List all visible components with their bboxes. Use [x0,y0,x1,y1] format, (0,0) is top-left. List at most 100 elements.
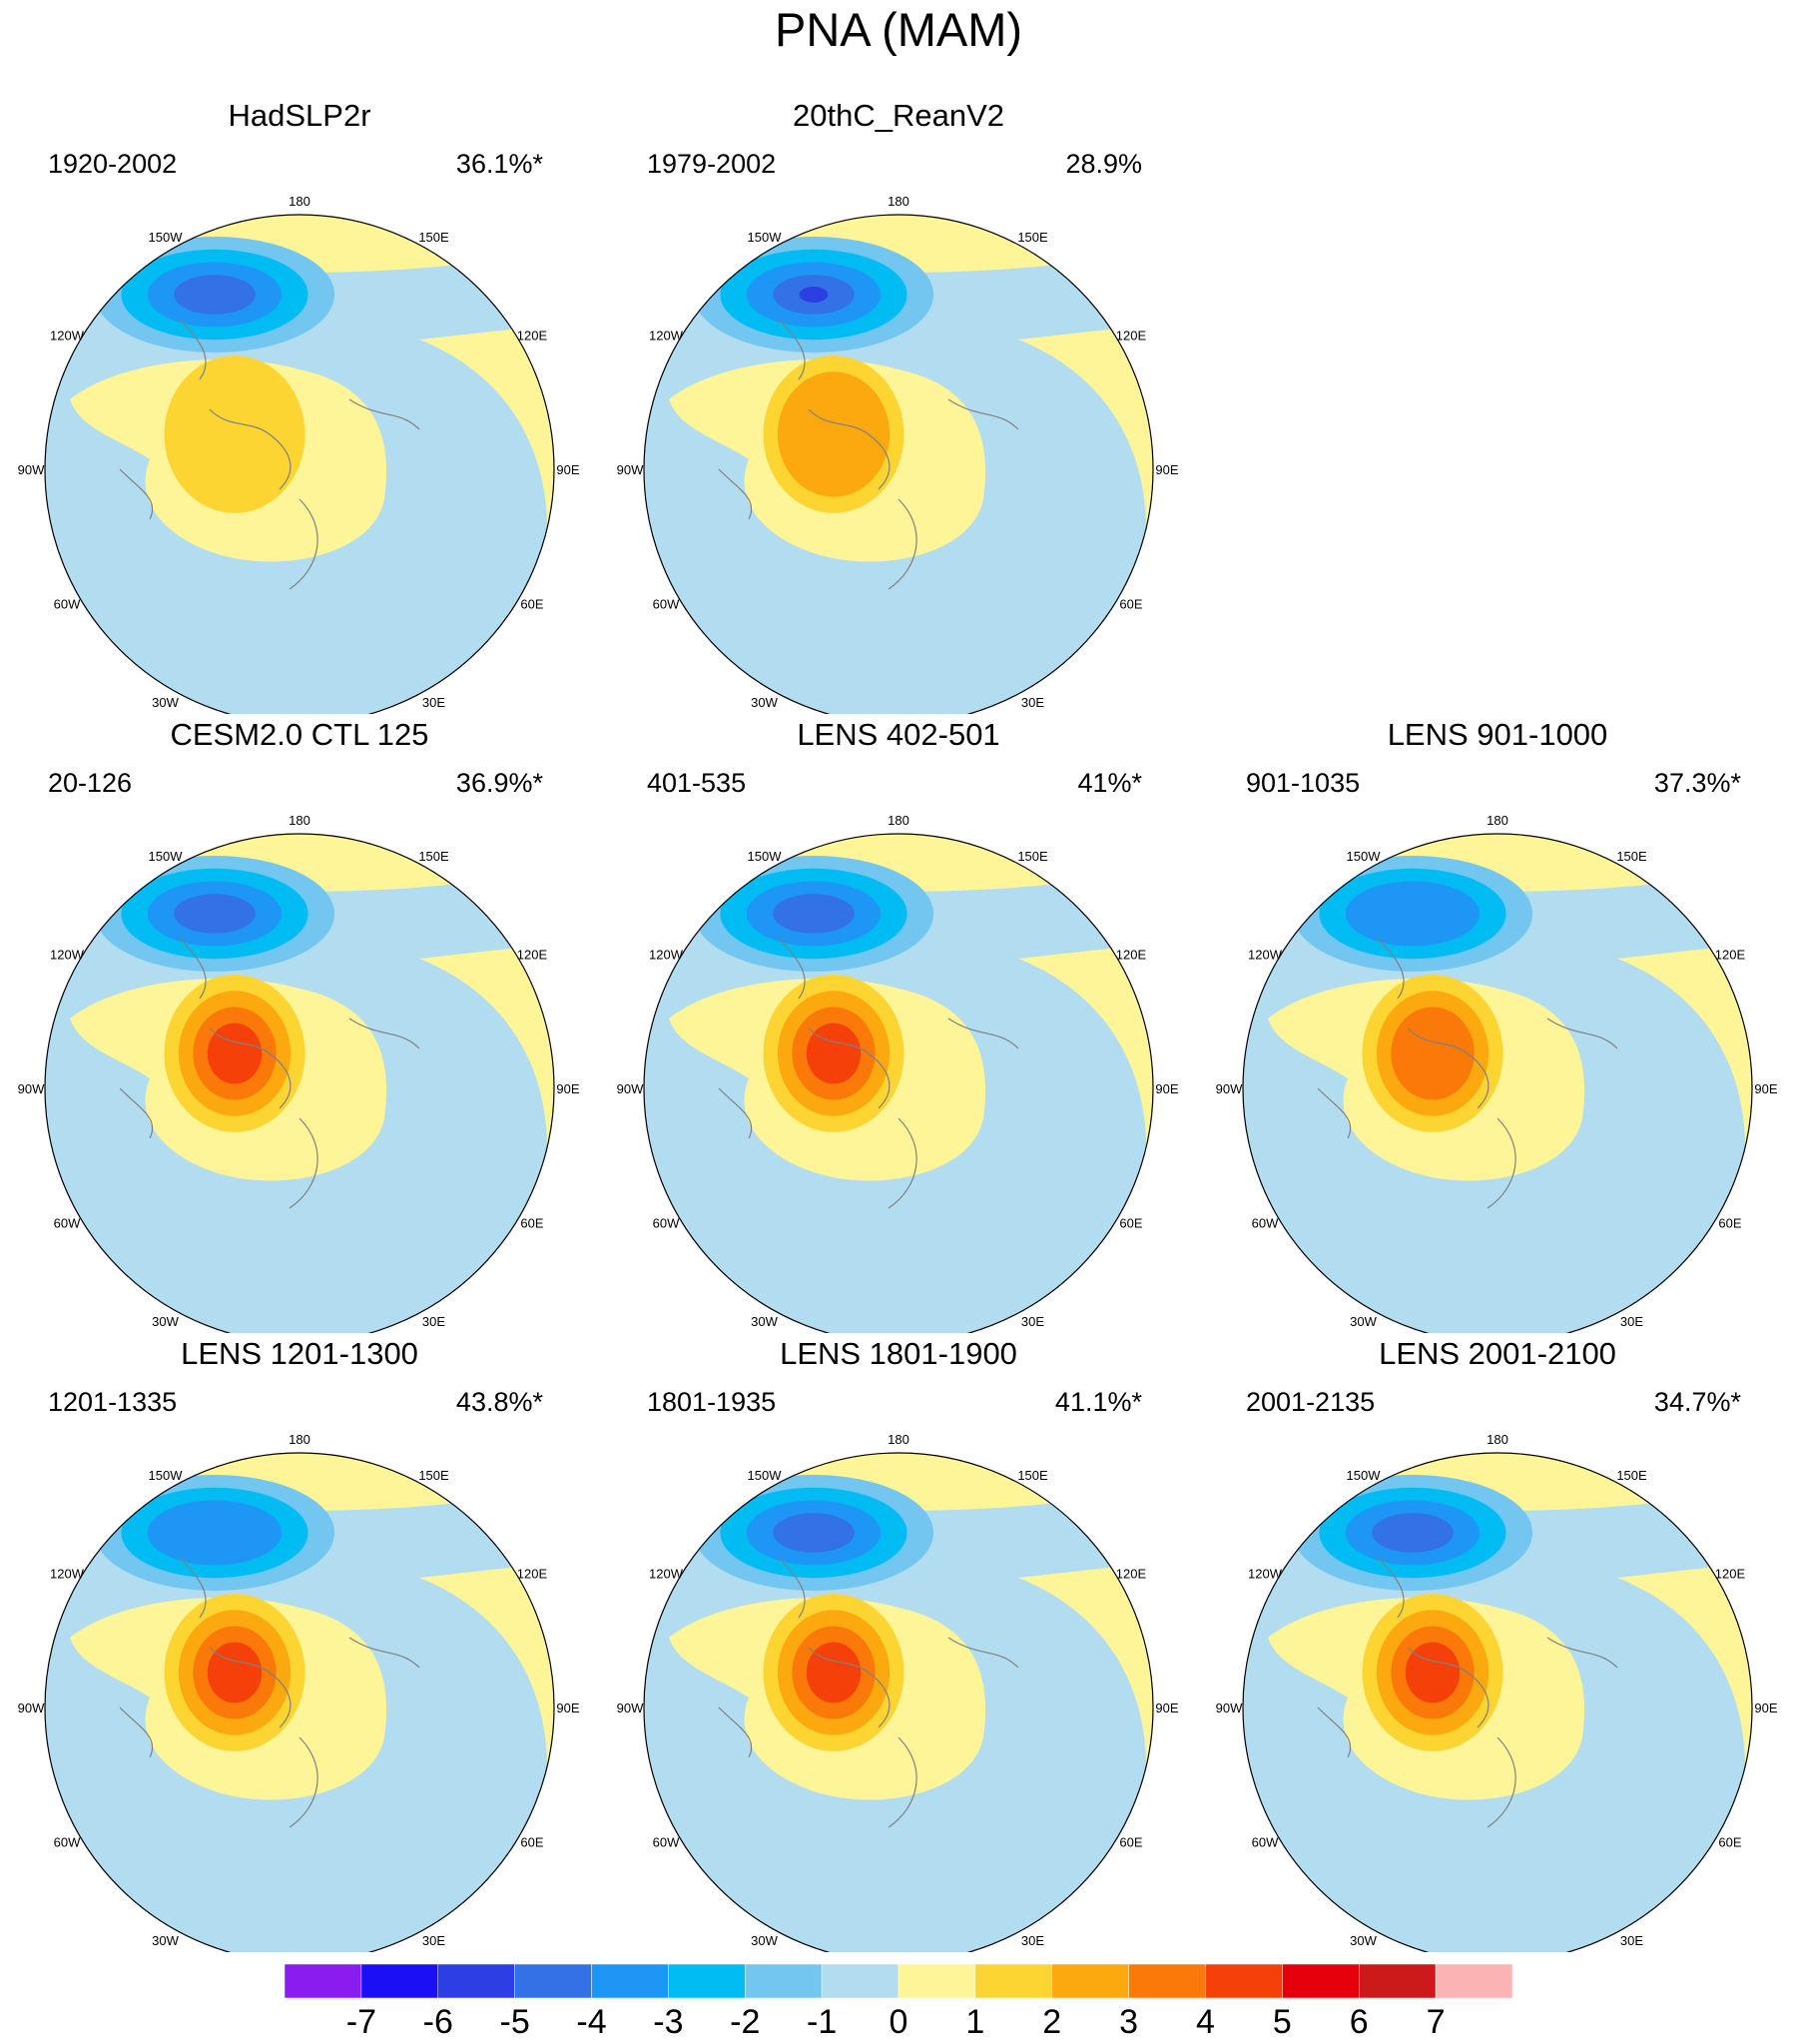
lon-label: 30W [152,695,179,710]
panel-variance: 43.8%* [455,1387,543,1417]
colorbar-segment [821,1964,899,1998]
lon-label: 150E [418,1468,449,1483]
lon-label: 30W [152,1933,179,1948]
colorbar-label: 5 [1272,2003,1292,2041]
colorbar-segment [668,1964,746,1998]
colorbar-segment [1435,1964,1512,1998]
lon-label: 150E [1017,230,1048,245]
lon-label: 120E [1715,948,1746,963]
panel-variance: 41.1%* [1054,1387,1142,1417]
colorbar-label: 7 [1426,2003,1446,2041]
lon-label: 150E [1616,1468,1647,1483]
lon-label: 150W [149,1468,184,1483]
lon-label: 60W [653,1835,680,1850]
map-border [44,1452,555,1952]
lon-label: 90W [18,1081,45,1096]
lon-label: 60W [653,1216,680,1231]
panel-title: HadSLP2r [228,98,371,133]
lon-label: 60W [54,597,81,612]
lon-label: 150W [748,230,783,245]
colorbar-segment [360,1964,438,1998]
panel-variance: 34.7%* [1653,1387,1741,1417]
lon-label: 180 [1487,1432,1508,1447]
panel-cesm2-ctl: CESM2.0 CTL 125 20-126 36.9%* 180 150E 120… [0,717,599,1338]
lon-label: 120W [1248,1567,1283,1582]
colorbar-segment [1128,1964,1206,1998]
polar-map: 180150E120E90E60E30E030W60W90W120W150W [617,1432,1179,1952]
lon-label: 120E [1116,1567,1147,1582]
lon-label: 90E [1155,1701,1178,1715]
lon-label: 60W [54,1216,81,1231]
lon-label: 30W [751,1314,778,1329]
negative-contour-5 [174,894,256,934]
colorbar-label: 6 [1349,2003,1369,2041]
positive-contour-3 [1391,1007,1475,1100]
colorbar-segment [591,1964,669,1998]
lon-label: 90W [18,1701,45,1715]
lon-label: 180 [289,1432,310,1447]
panel-lens-1801-1900: LENS 1801-1900 1801-1935 41.1%* 180 150E 1… [599,1336,1198,1957]
colorbar-label: 0 [889,2003,908,2041]
coastline [119,1557,420,1828]
lon-label: 60E [1119,1216,1142,1231]
lon-label: 180 [888,194,909,209]
lon-label: 90W [617,1701,644,1715]
negative-contour-5 [174,275,256,315]
lon-label: 30W [152,1314,179,1329]
colorbar-segment [1205,1964,1283,1998]
lon-label: 120W [649,1567,684,1582]
positive-contour-4 [1405,1642,1461,1703]
lon-label: 60W [1252,1835,1279,1850]
negative-contour-5 [1372,1513,1454,1553]
polar-map: 180150E120E90E60E30E030W60W90W120W150W [617,813,1179,1333]
lon-label: 30W [751,695,778,710]
lon-label: 90E [1155,1081,1178,1096]
lon-label: 60E [1119,597,1142,612]
positive-contour-1 [164,355,305,513]
lon-label: 60E [1119,1835,1142,1850]
panel-title: LENS 1801-1900 [780,1336,1017,1371]
lon-label: 180 [888,1432,909,1447]
lon-label: 60E [520,597,543,612]
lon-label: 30W [1350,1933,1377,1948]
map-border [1242,833,1753,1333]
lon-label: 30W [1350,1314,1377,1329]
map-border [643,214,1154,714]
polar-map: 180150E120E90E60E30E030W60W90W120W150W [1216,813,1778,1333]
panel-title: LENS 1201-1300 [181,1336,418,1371]
lon-label: 120E [1715,1567,1746,1582]
panel-title: LENS 901-1000 [1387,717,1608,752]
lon-label: 150W [748,849,783,864]
negative-contour-5 [773,1513,855,1553]
polar-map: 180150E120E90E60E30E030W60W90W120W150W [1216,1432,1778,1952]
lon-label: 150W [748,1468,783,1483]
panel-lens-2001-2100: LENS 2001-2100 2001-2135 34.7%* 180 150E 1… [1198,1336,1797,1957]
lon-label: 90E [1754,1081,1777,1096]
colorbar-segment [1282,1964,1360,1998]
colorbar-label: -7 [345,2003,376,2041]
lon-label: 120E [517,329,548,343]
panel-variance: 37.3%* [1653,768,1741,798]
panel-period: 1920-2002 [48,149,178,179]
panel-period: 1979-2002 [647,149,777,179]
colorbar-segment [974,1964,1052,1998]
lon-label: 120W [50,1567,85,1582]
map-border [643,833,1154,1333]
lon-label: 30E [1021,1933,1044,1948]
panel-title: LENS 402-501 [797,717,1000,752]
colorbar-label: 1 [965,2003,985,2041]
map-border [643,1452,1154,1952]
colorbar-segment [898,1964,976,1998]
lon-label: 150W [149,230,184,245]
lon-label: 90E [1754,1701,1777,1715]
lon-label: 60E [520,1835,543,1850]
positive-contour-4 [806,1022,862,1084]
lon-label: 180 [289,813,310,828]
colorbar-label: -2 [730,2003,761,2041]
lon-label: 90W [617,1081,644,1096]
lon-label: 150W [1347,1468,1382,1483]
lon-label: 120W [50,948,85,963]
lon-label: 30E [422,1933,445,1948]
panel-period: 1201-1335 [48,1387,178,1417]
colorbar-label: -3 [653,2003,684,2041]
